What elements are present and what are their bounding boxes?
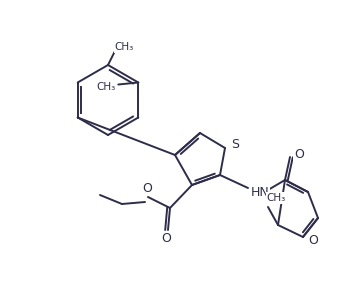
Text: S: S (231, 138, 239, 150)
Text: O: O (294, 147, 304, 161)
Text: CH₃: CH₃ (97, 82, 116, 91)
Text: CH₃: CH₃ (115, 42, 134, 52)
Text: HN: HN (251, 185, 270, 199)
Text: O: O (142, 181, 152, 195)
Text: CH₃: CH₃ (266, 193, 286, 203)
Text: O: O (308, 234, 318, 248)
Text: O: O (161, 233, 171, 245)
